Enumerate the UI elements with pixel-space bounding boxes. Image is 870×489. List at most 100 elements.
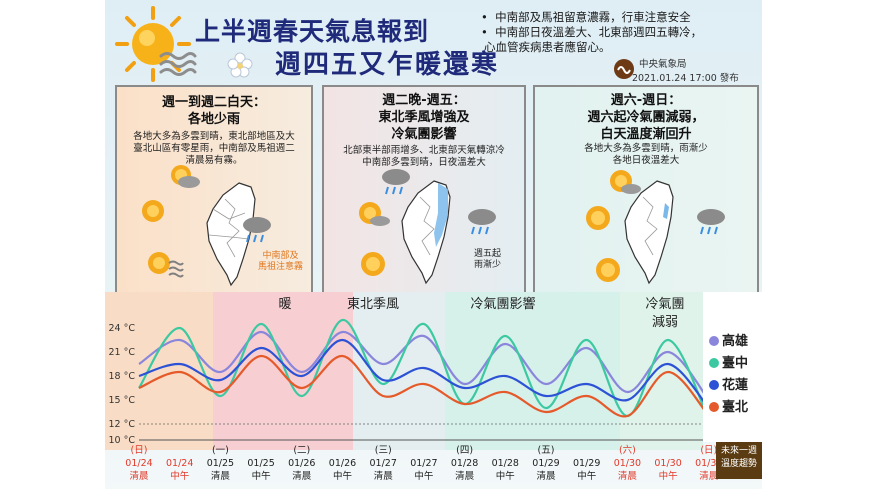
series-line-3 — [138, 354, 710, 418]
legend-swatch — [709, 358, 719, 368]
rain-cloud-icon — [382, 169, 410, 195]
x-tick-time: 清晨 — [374, 470, 394, 482]
x-tick-time: 清晨 — [536, 470, 556, 482]
advisory-line: • 中南部及馬祖留意濃霧，行車注意安全 — [481, 10, 691, 24]
advisory-notes: • 中南部及馬祖留意濃霧，行車注意安全 • 中南部日夜溫差大、北東部週四五轉冷，… — [481, 10, 702, 55]
advisory-line: 心血管疾病患者應留心。 — [484, 40, 611, 54]
y-tick-label: 15 °C — [109, 395, 136, 406]
temperature-chart: 暖 東北季風 冷氣團影響 冷氣團減弱 24 °C 21 °C 18 °C 15 °C 12 °C… — [105, 292, 722, 482]
x-tick-date: 01/24 — [125, 458, 152, 469]
y-tick-label: 24 °C — [109, 323, 136, 334]
sun-icon — [361, 252, 385, 276]
x-tick-date: 01/25 — [247, 458, 274, 469]
weather-infographic: 上半週春天氣息報到 週四五又乍暖還寒 • 中南部及馬祖留意濃霧，行車注意安全 •… — [105, 0, 762, 489]
phase-label: 減弱 — [652, 314, 678, 330]
rain-cloud-icon — [468, 209, 496, 235]
x-tick-time: 中午 — [577, 470, 596, 482]
forecast-panel-sat-sun: 週六-週日： 週六起冷氣團減弱， 白天溫度漸回升 各地大多為多雲到晴，雨漸少 各地日夜… — [533, 85, 759, 295]
sun-icon — [142, 200, 164, 222]
panel-title: 週六-週日： 週六起冷氣團減弱， 白天溫度漸回升 — [587, 93, 705, 142]
panel-title: 週二晚-週五： 東北季風增強及 冷氣團影響 — [378, 93, 470, 142]
rain-cloud-icon — [697, 209, 725, 235]
phase-band — [445, 292, 620, 450]
x-tick-day: (二) — [293, 445, 310, 456]
y-tick-label: 10 °C — [109, 435, 136, 446]
forecast-panel-mon-tue: 週一到週二白天： 各地少雨 各地大多為多雲到晴，東北部地區及大 臺北山區有零星雨，中… — [115, 85, 313, 295]
x-tick-time: 清晨 — [129, 470, 149, 482]
x-tick-date: 01/25 — [207, 458, 234, 469]
x-tick-day: (五) — [538, 445, 555, 456]
x-tick-date: 01/28 — [451, 458, 478, 469]
x-tick-date: 01/31 — [695, 458, 722, 469]
x-tick-day: (六) — [619, 444, 636, 456]
issued-time: 2021.01.24 17:00 發布 — [632, 73, 739, 84]
panel-description: 各地大多為多雲到晴，雨漸少 各地日夜溫差大 — [584, 143, 708, 166]
legend-swatch — [709, 402, 719, 412]
x-tick-time: 清晨 — [211, 470, 231, 482]
y-tick-label: 21 °C — [109, 347, 136, 358]
flower-icon — [227, 52, 253, 78]
x-tick-date: 01/30 — [654, 458, 681, 469]
x-tick-date: 01/26 — [288, 458, 315, 469]
x-tick-time: 清晨 — [455, 470, 475, 482]
panel-description: 各地大多為多雲到晴，東北部地區及大 臺北山區有零星雨，中南部及馬祖週二 清晨易有霧。 — [133, 131, 295, 166]
x-tick-time: 中午 — [659, 470, 678, 482]
taiwan-map-icon — [206, 182, 256, 287]
headline-line-2: 週四五又乍暖還寒 — [275, 50, 500, 80]
chart-legend: 高雄 臺中 花蓮 臺北 — [703, 292, 762, 442]
x-tick-day: (日) — [700, 445, 717, 456]
taiwan-map-icon — [401, 180, 451, 285]
panel-title: 週一到週二白天： 各地少雨 — [161, 95, 266, 127]
x-tick-date: 01/27 — [370, 458, 397, 469]
x-tick-time: 中午 — [170, 470, 189, 482]
sun-icon — [586, 206, 610, 230]
x-tick-day: (三) — [375, 445, 392, 456]
legend-item-taichung: 臺中 — [709, 352, 748, 371]
sun-cloud-icon — [610, 170, 641, 194]
sun-fog-icon — [148, 252, 184, 278]
x-tick-time: 中午 — [333, 470, 352, 482]
legend-swatch — [709, 380, 719, 390]
x-tick-time: 清晨 — [292, 470, 312, 482]
x-tick-date: 01/29 — [532, 458, 559, 469]
agency-name: 中央氣象局 — [639, 59, 687, 70]
cwb-logo-icon — [614, 59, 634, 79]
phase-label: 冷氣團 — [645, 297, 684, 312]
sun-cloud-icon — [359, 202, 390, 226]
y-tick-label: 18 °C — [109, 371, 136, 382]
series-line-0 — [138, 330, 710, 401]
rain-cloud-icon — [243, 217, 271, 243]
phase-label: 冷氣團影響 — [470, 296, 535, 312]
taiwan-map-icon — [624, 180, 674, 285]
x-tick-date: 01/30 — [614, 458, 641, 469]
y-tick-label: 12 °C — [109, 419, 136, 430]
legend-item-taipei: 臺北 — [709, 396, 748, 415]
phase-label: 暖 — [278, 297, 291, 312]
phase-label: 東北季風 — [347, 296, 399, 312]
x-tick-time: 中午 — [496, 470, 515, 482]
legend-item-kaohsiung: 高雄 — [709, 330, 748, 349]
legend-swatch — [709, 336, 719, 346]
headline-line-1: 上半週春天氣息報到 — [195, 17, 430, 46]
header: 上半週春天氣息報到 週四五又乍暖還寒 • 中南部及馬祖留意濃霧，行車注意安全 •… — [105, 0, 762, 84]
panel-description: 北部東半部雨增多、北東部天氣轉涼冷 中南部多雲到晴，日夜溫差大 — [343, 145, 505, 168]
x-tick-date: 01/26 — [329, 458, 356, 469]
x-tick-day: (四) — [456, 445, 473, 456]
advisory-line: • 中南部日夜溫差大、北東部週四五轉冷， — [481, 25, 703, 39]
x-tick-time: 清晨 — [699, 470, 719, 482]
chart-legend-title: 未來一週 溫度趨勢 — [716, 442, 762, 479]
x-tick-date: 01/27 — [410, 458, 437, 469]
haze-icon — [159, 52, 197, 76]
forecast-panel-tue-fri: 週二晚-週五： 東北季風增強及 冷氣團影響 北部東半部雨增多、北東部天氣轉涼冷 中南部… — [322, 85, 526, 295]
sun-icon — [596, 258, 620, 282]
fog-note: 中南部及 馬祖注意霧 — [258, 251, 304, 272]
legend-item-hualien: 花蓮 — [709, 374, 748, 393]
x-tick-time: 中午 — [414, 470, 433, 482]
rain-easing-note: 週五起 雨漸少 — [474, 249, 502, 270]
x-tick-date: 01/29 — [573, 458, 600, 469]
x-tick-day: (日) — [131, 445, 148, 456]
x-tick-day: (一) — [212, 445, 229, 456]
x-tick-date: 01/24 — [166, 458, 193, 469]
x-tick-time: 中午 — [252, 470, 271, 482]
sun-cloud-icon — [171, 165, 200, 188]
